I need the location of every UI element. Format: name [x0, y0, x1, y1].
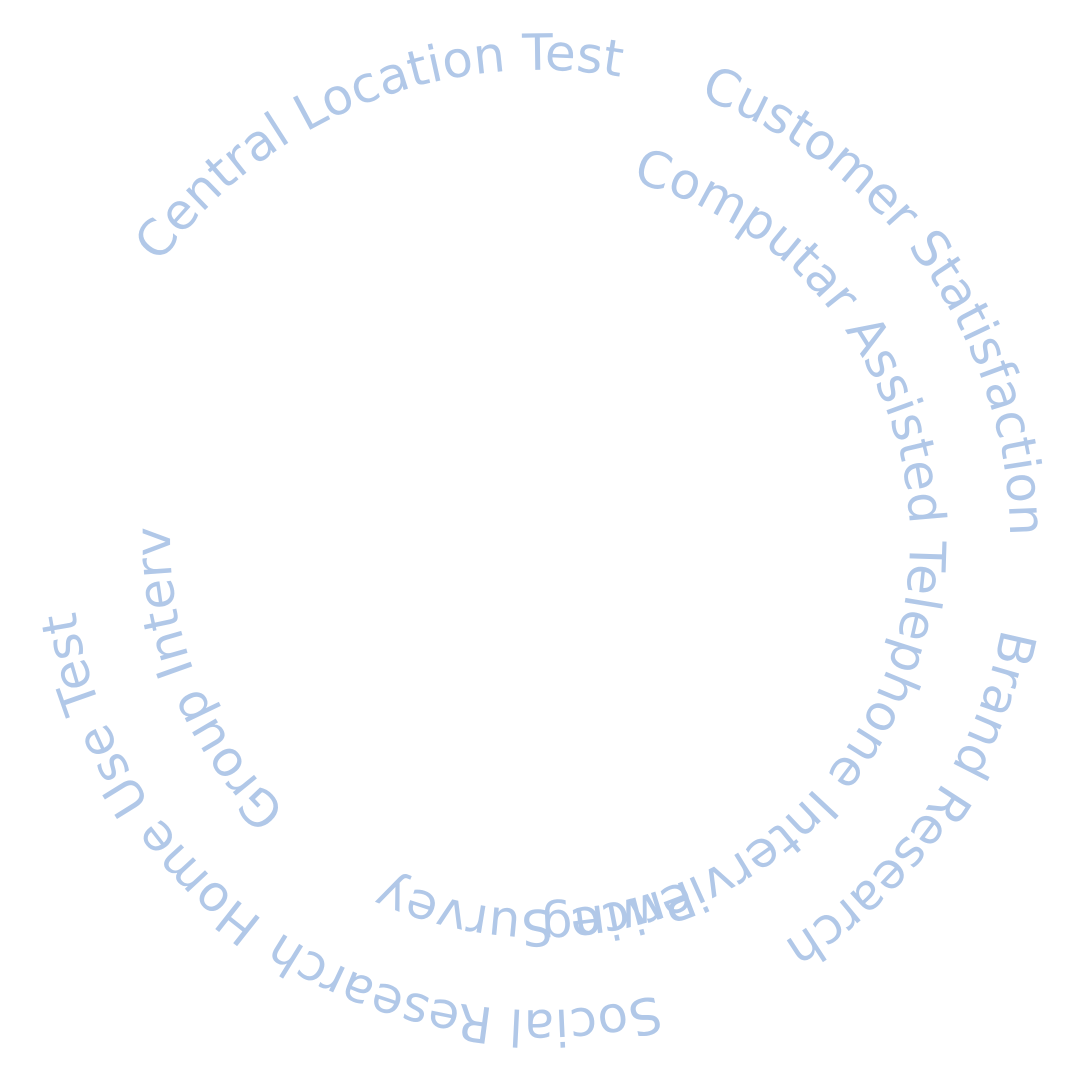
central-location-test-text: Central Location Test [123, 24, 627, 271]
label-price-survey: Price Survey [366, 865, 703, 956]
label-central-location-test: Central Location Test [123, 24, 627, 271]
price-survey-text: Price Survey [366, 865, 703, 956]
